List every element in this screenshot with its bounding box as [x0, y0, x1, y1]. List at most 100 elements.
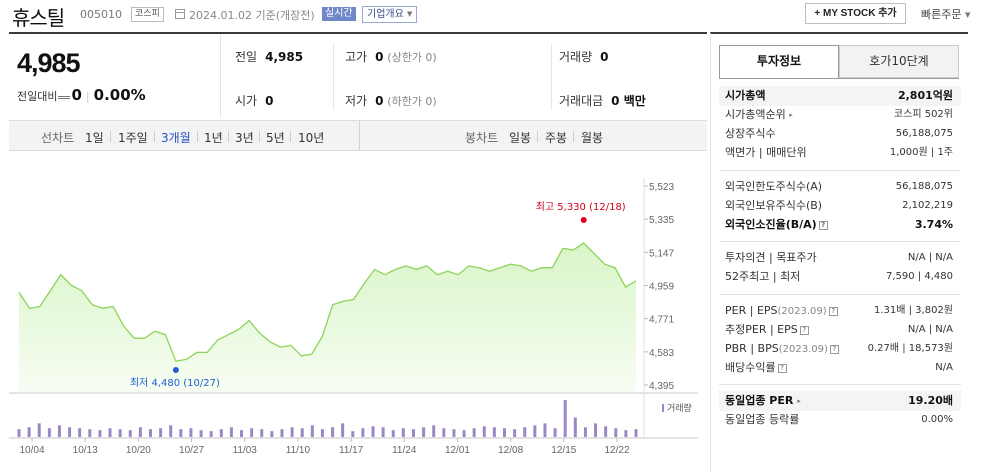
volume-legend-swatch [662, 404, 664, 412]
listed-shares-row: 상장주식수 56,188,075 [725, 125, 953, 143]
volume-label: 거래량 [559, 50, 593, 64]
period-1w[interactable]: 1주일 [118, 131, 148, 145]
x-tick-label: 10/20 [126, 445, 151, 456]
help-icon[interactable]: ? [818, 220, 828, 230]
quick-order-link[interactable]: 빠른주문 ▼ [921, 6, 970, 22]
period-5y[interactable]: 5년 [266, 131, 285, 145]
foreign-limit-label: 외국인한도주식수(A) [725, 180, 823, 193]
per-row: PER | EPS(2023.09)? 1.31배 | 3,802원 [725, 302, 953, 320]
x-tick-label: 11/24 [392, 445, 417, 456]
est-eps-value: N/A [935, 324, 953, 335]
volume-bar [614, 428, 618, 437]
volume-bar [37, 423, 41, 437]
volume-bar [270, 431, 274, 437]
volume-bar [229, 427, 233, 437]
current-price: 4,985 [17, 48, 81, 78]
industry-per-label[interactable]: 동일업종 PER ▸ [725, 392, 801, 410]
volume-bar [624, 430, 628, 437]
week52-values: 7,590 | 4,480 [885, 271, 953, 282]
cap-rank-label[interactable]: 시가총액순위 ▸ [725, 106, 793, 124]
help-icon[interactable]: ? [828, 306, 838, 316]
line-chart-label: 선차트 [41, 131, 75, 145]
volume-bar [452, 429, 456, 437]
help-icon[interactable]: ? [777, 363, 787, 373]
realtime-button[interactable]: 실시간 [322, 7, 356, 21]
volume-bar [361, 428, 365, 437]
foreign-hold-value: 2,102,219 [902, 200, 953, 211]
invest-info-panel: 투자정보 호가10단계 시가총액 2,801억원 시가총액순위 ▸ 코스피 502위… [710, 32, 968, 472]
divider [333, 44, 334, 110]
x-tick-label: 11/17 [339, 445, 364, 456]
candle-weekly[interactable]: 주봉 [545, 131, 568, 145]
x-tick-label: 11/10 [286, 445, 311, 456]
est-per-values: N/A | N/A [907, 324, 953, 335]
x-tick-label: 10/13 [73, 445, 98, 456]
divider [719, 241, 961, 242]
volume-bar [250, 428, 254, 437]
volume-bar [169, 425, 173, 437]
calendar-icon [175, 9, 185, 19]
opinion-label: 투자의견 | 목표주가 [725, 251, 817, 264]
divider [290, 131, 291, 142]
volume-bar [179, 429, 183, 437]
period-1d[interactable]: 1일 [85, 131, 104, 145]
divider [719, 78, 959, 79]
candle-monthly[interactable]: 월봉 [581, 131, 604, 145]
chevron-right-icon: ▸ [797, 397, 801, 405]
flat-icon [58, 95, 71, 99]
volume-bar [320, 429, 324, 437]
lower-limit: (하한가 0) [387, 95, 437, 108]
volume-bar [482, 426, 486, 437]
trade-unit-value: 1주 [937, 147, 953, 158]
per-period: (2023.09) [777, 306, 827, 317]
period-1y[interactable]: 1년 [204, 131, 223, 145]
low-value: 0 [375, 94, 384, 108]
prev-close-label: 전일 [235, 50, 258, 64]
help-icon[interactable]: ? [829, 344, 839, 354]
volume-bar [138, 427, 142, 437]
week52-high-value: 7,590 [885, 271, 915, 282]
open-price: 시가 0 [235, 92, 273, 109]
company-overview-dropdown[interactable]: 기업개요 ▼ [362, 6, 418, 23]
divider [110, 131, 111, 142]
per-label: PER | EPS(2023.09)? [725, 302, 838, 321]
period-10y[interactable]: 10년 [298, 131, 325, 145]
period-3m[interactable]: 3개월 [161, 131, 191, 145]
tab-invest-info[interactable]: 투자정보 [719, 45, 839, 78]
est-eps-text: EPS [777, 323, 798, 336]
help-icon[interactable]: ? [799, 325, 809, 335]
divider [551, 44, 552, 110]
volume-bar [523, 427, 527, 437]
volume-bar [148, 429, 152, 437]
add-mystock-button[interactable]: + MY STOCK 추가 [805, 3, 906, 24]
period-3y[interactable]: 3년 [235, 131, 254, 145]
candle-chart-label: 봉차트 [465, 131, 499, 145]
min-point [172, 367, 179, 374]
candle-daily[interactable]: 일봉 [509, 131, 532, 145]
target-price-value: N/A [935, 252, 953, 263]
price-chart[interactable]: 5,523 5,335 5,147 4,959 4,771 4,583 4,395 최고 5,… [0, 148, 700, 472]
stock-header: 휴스틸 005010 코스피 2024.01.02 기준(개장전) 실시간 기업… [0, 0, 985, 30]
price-area [19, 243, 636, 392]
tab-order-book[interactable]: 호가10단계 [839, 45, 959, 78]
chevron-down-icon: ▼ [964, 11, 971, 19]
info-tabs: 투자정보 호가10단계 [719, 45, 959, 78]
pbr-value: 0.27배 [867, 343, 900, 354]
est-per-text: 추정PER [725, 323, 767, 336]
foreign-limit-value: 56,188,075 [895, 181, 953, 192]
volume-bar [78, 428, 82, 437]
quote-stats: 전일 4,985 고가 0 (상한가 0) 거래량 0 시가 0 저가 0 (하한가 0)… [221, 34, 707, 118]
volume-bar [381, 427, 385, 437]
cap-rank-text: 시가총액순위 [725, 108, 786, 121]
bps-text: BPS [757, 342, 779, 355]
volume-bar [503, 428, 507, 437]
volume-bar [492, 427, 496, 437]
volume: 거래량 0 [559, 48, 608, 65]
opinion-value: N/A [907, 252, 926, 263]
divider [719, 384, 961, 385]
low-price: 저가 0 (하한가 0) [345, 92, 437, 109]
volume-bar [280, 429, 284, 437]
cap-rank-row: 시가총액순위 ▸ 코스피 502위 [725, 106, 953, 124]
divider: | [85, 90, 90, 103]
max-point [580, 217, 587, 224]
